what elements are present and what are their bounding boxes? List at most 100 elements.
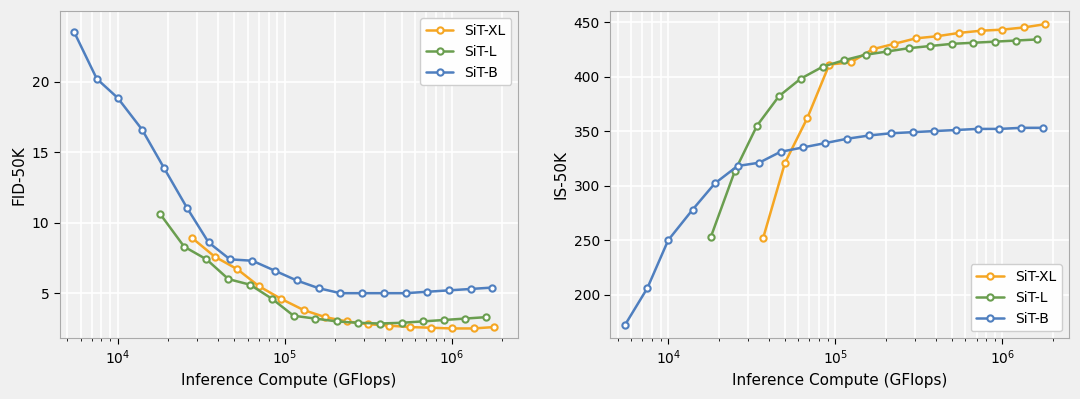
SiT-XL: [186, 236, 199, 241]
SiT-L: [352, 320, 365, 325]
Line: SiT-XL: SiT-XL: [760, 21, 1049, 241]
SiT-L: [860, 52, 873, 57]
SiT-B: [949, 128, 962, 132]
SiT-XL: [488, 325, 501, 330]
SiT-XL: [297, 308, 310, 312]
SiT-L: [988, 39, 1001, 44]
X-axis label: Inference Compute (GFlops): Inference Compute (GFlops): [181, 373, 396, 388]
SiT-XL: [208, 254, 221, 259]
Legend: SiT-XL, SiT-L, SiT-B: SiT-XL, SiT-L, SiT-B: [971, 265, 1062, 332]
SiT-L: [794, 76, 807, 81]
SiT-B: [819, 141, 832, 146]
SiT-XL: [468, 326, 481, 331]
SiT-L: [200, 257, 213, 262]
SiT-L: [221, 277, 234, 281]
SiT-B: [928, 129, 941, 134]
SiT-B: [885, 131, 897, 136]
SiT-XL: [823, 62, 836, 67]
SiT-L: [309, 316, 322, 321]
SiT-B: [841, 136, 854, 141]
SiT-B: [111, 95, 124, 100]
SiT-L: [374, 321, 387, 326]
SiT-L: [838, 58, 851, 63]
SiT-XL: [403, 325, 416, 330]
SiT-XL: [909, 36, 922, 41]
SiT-B: [708, 181, 721, 186]
SiT-L: [967, 40, 980, 45]
SiT-L: [153, 212, 166, 217]
SiT-B: [640, 286, 653, 290]
SiT-L: [437, 318, 450, 322]
SiT-B: [377, 291, 390, 296]
SiT-XL: [996, 27, 1009, 32]
SiT-L: [772, 94, 785, 99]
SiT-B: [971, 126, 984, 131]
SiT-B: [1037, 125, 1050, 130]
Line: SiT-L: SiT-L: [707, 36, 1040, 240]
Y-axis label: FID-50K: FID-50K: [11, 145, 26, 205]
SiT-B: [224, 257, 237, 262]
SiT-L: [178, 244, 191, 249]
SiT-L: [266, 296, 279, 301]
Legend: SiT-XL, SiT-L, SiT-B: SiT-XL, SiT-L, SiT-B: [420, 18, 512, 85]
SiT-XL: [445, 326, 458, 331]
SiT-L: [1030, 37, 1043, 42]
SiT-L: [395, 320, 408, 325]
SiT-XL: [845, 60, 858, 65]
SiT-B: [464, 286, 477, 291]
SiT-B: [312, 286, 325, 290]
SiT-L: [816, 64, 829, 69]
SiT-B: [91, 77, 104, 81]
SiT-XL: [319, 315, 332, 320]
SiT-XL: [253, 284, 266, 288]
SiT-XL: [340, 319, 353, 324]
SiT-L: [1009, 38, 1022, 43]
Line: SiT-XL: SiT-XL: [189, 235, 498, 332]
SiT-XL: [931, 34, 944, 39]
SiT-B: [753, 160, 766, 165]
SiT-XL: [1039, 22, 1052, 27]
SiT-XL: [1017, 25, 1030, 30]
SiT-L: [330, 319, 343, 324]
SiT-L: [881, 49, 894, 54]
SiT-L: [244, 282, 257, 287]
SiT-B: [619, 323, 632, 328]
SiT-B: [291, 278, 303, 283]
SiT-B: [731, 164, 744, 168]
SiT-B: [68, 30, 81, 35]
SiT-B: [268, 268, 281, 273]
SiT-B: [180, 205, 193, 210]
SiT-L: [923, 43, 936, 48]
SiT-XL: [953, 31, 966, 36]
SiT-XL: [362, 322, 375, 327]
SiT-B: [136, 127, 149, 132]
SiT-B: [355, 291, 368, 296]
Line: SiT-L: SiT-L: [158, 211, 489, 327]
SiT-L: [416, 319, 429, 324]
SiT-XL: [888, 41, 901, 46]
SiT-B: [774, 149, 787, 154]
SiT-B: [686, 207, 699, 212]
X-axis label: Inference Compute (GFlops): Inference Compute (GFlops): [732, 373, 947, 388]
SiT-L: [751, 123, 764, 128]
SiT-B: [486, 285, 499, 290]
SiT-B: [420, 289, 433, 294]
SiT-XL: [274, 296, 287, 301]
SiT-L: [459, 316, 472, 321]
SiT-L: [728, 169, 741, 174]
SiT-XL: [382, 323, 395, 328]
Line: SiT-B: SiT-B: [71, 29, 496, 296]
SiT-XL: [974, 28, 987, 33]
SiT-B: [246, 258, 259, 263]
Line: SiT-B: SiT-B: [622, 125, 1047, 328]
SiT-B: [334, 291, 347, 296]
SiT-L: [704, 235, 717, 239]
SiT-B: [1015, 125, 1028, 130]
SiT-B: [796, 145, 809, 150]
SiT-L: [480, 315, 492, 320]
SiT-B: [158, 166, 171, 171]
SiT-B: [662, 238, 675, 243]
SiT-L: [902, 46, 915, 51]
Y-axis label: IS-50K: IS-50K: [553, 150, 568, 199]
SiT-XL: [231, 267, 244, 272]
